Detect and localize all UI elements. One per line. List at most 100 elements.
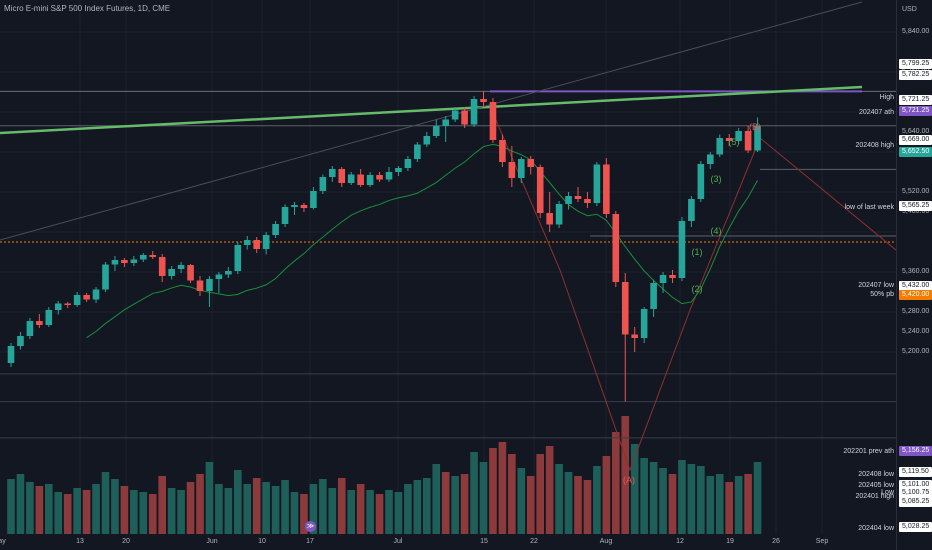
x-tick-label: 13 — [76, 538, 84, 545]
candle-body — [329, 169, 336, 177]
volume-bar — [526, 476, 535, 534]
candle-body — [196, 280, 204, 291]
candle-body — [574, 196, 582, 199]
level-label: 202408 high — [855, 142, 894, 149]
price-tag[interactable]: 5,652.50 — [899, 147, 932, 157]
volume-bar — [498, 442, 507, 534]
candle-body — [111, 260, 119, 265]
candle-body — [621, 282, 629, 335]
volume-bar — [319, 479, 327, 534]
volume-bar — [479, 462, 488, 534]
candle-body — [688, 199, 695, 221]
candle-body — [357, 174, 364, 185]
price-tag[interactable]: 5,721.25 — [899, 106, 932, 116]
candle-body — [546, 213, 553, 225]
ma-line — [86, 143, 758, 339]
x-tick-label: 22 — [530, 538, 538, 545]
level-label: High — [879, 94, 894, 101]
candle-body — [262, 235, 270, 249]
price-scale[interactable] — [896, 0, 932, 550]
volume-bar — [725, 482, 733, 534]
price-tag[interactable]: 5,799.25 — [899, 59, 932, 69]
candle-body — [376, 175, 383, 180]
volume-bar — [309, 484, 318, 534]
level-label: Low — [881, 489, 894, 496]
price-tag[interactable]: 5,119.50 — [899, 467, 932, 477]
candle-body — [121, 260, 128, 263]
price-tag[interactable]: 5,420.00 — [899, 290, 932, 300]
candle-body — [366, 175, 374, 185]
wave-label: (4) — [710, 226, 722, 236]
candle-body — [518, 159, 525, 178]
price-tag[interactable]: 5,782.25 — [899, 70, 932, 80]
volume-bar — [328, 488, 337, 534]
price-tag[interactable]: 5,100.75 — [899, 488, 932, 498]
candle-body — [291, 205, 298, 207]
candle-body — [432, 126, 440, 136]
volume-bar — [640, 458, 648, 534]
volume-bar — [167, 488, 176, 534]
candle-body — [177, 265, 185, 269]
candle-body — [565, 196, 572, 204]
candle-body — [612, 214, 620, 282]
event-marker[interactable]: ≫ — [305, 521, 316, 532]
candle-body — [414, 144, 421, 159]
candle-body — [102, 264, 109, 290]
candle-body — [395, 168, 402, 172]
price-tag[interactable]: 5,721.25 — [899, 95, 932, 105]
x-tick-label: 10 — [258, 538, 266, 545]
volume-bar — [744, 474, 752, 534]
volume-bar — [753, 462, 762, 534]
candle-body — [385, 172, 393, 180]
candle-body — [281, 207, 289, 224]
volume-bar — [734, 476, 743, 534]
price-tag[interactable]: 5,565.25 — [899, 201, 932, 211]
x-tick-label: 26 — [772, 538, 780, 545]
currency-label[interactable]: USD — [902, 6, 917, 13]
level-label: 202408 low — [858, 471, 894, 478]
candle-body — [480, 99, 487, 102]
candle-body — [26, 321, 34, 336]
volume-bar — [300, 494, 308, 534]
x-tick-label: 12 — [676, 538, 684, 545]
volume-bar — [536, 454, 544, 534]
candle-body — [347, 174, 355, 183]
volume-bar — [215, 484, 223, 534]
candle-body — [64, 303, 71, 305]
candle-body — [593, 164, 601, 203]
volume-bar — [470, 452, 478, 534]
price-tag[interactable]: 5,669.00 — [899, 135, 932, 145]
volume-bar — [621, 416, 630, 534]
candle-body — [584, 199, 591, 203]
price-tag[interactable]: 5,085.25 — [899, 497, 932, 507]
x-tick-label: 19 — [726, 538, 734, 545]
candle-body — [508, 162, 516, 178]
candle-body — [697, 164, 705, 199]
candle-body — [640, 309, 648, 338]
volume-bar — [375, 494, 384, 534]
x-tick-label: ay — [0, 538, 6, 545]
price-tag[interactable]: 5,432.00 — [899, 281, 932, 291]
price-tag[interactable]: 5,156.25 — [899, 446, 932, 456]
volume-bar — [281, 480, 289, 534]
candle-body — [707, 154, 714, 164]
volume-bar — [262, 482, 270, 534]
volume-bar — [186, 482, 195, 534]
volume-bar — [649, 462, 658, 534]
candle-body — [631, 334, 638, 338]
x-tick-label: Jul — [393, 538, 403, 545]
volume-bar — [489, 448, 497, 534]
price-tag[interactable]: 5,028.25 — [899, 522, 932, 532]
wave-label: (3) — [710, 174, 722, 184]
volume-bar — [432, 464, 441, 534]
candles — [7, 91, 761, 402]
candle-body — [527, 159, 535, 167]
candle-body — [442, 119, 449, 126]
price-tag[interactable]: 5,101.00 — [899, 480, 932, 490]
candle-body — [45, 310, 53, 325]
candle-body — [725, 138, 733, 141]
volume-bar — [356, 484, 365, 534]
candle-body — [130, 259, 138, 263]
volume-bar — [92, 484, 100, 534]
